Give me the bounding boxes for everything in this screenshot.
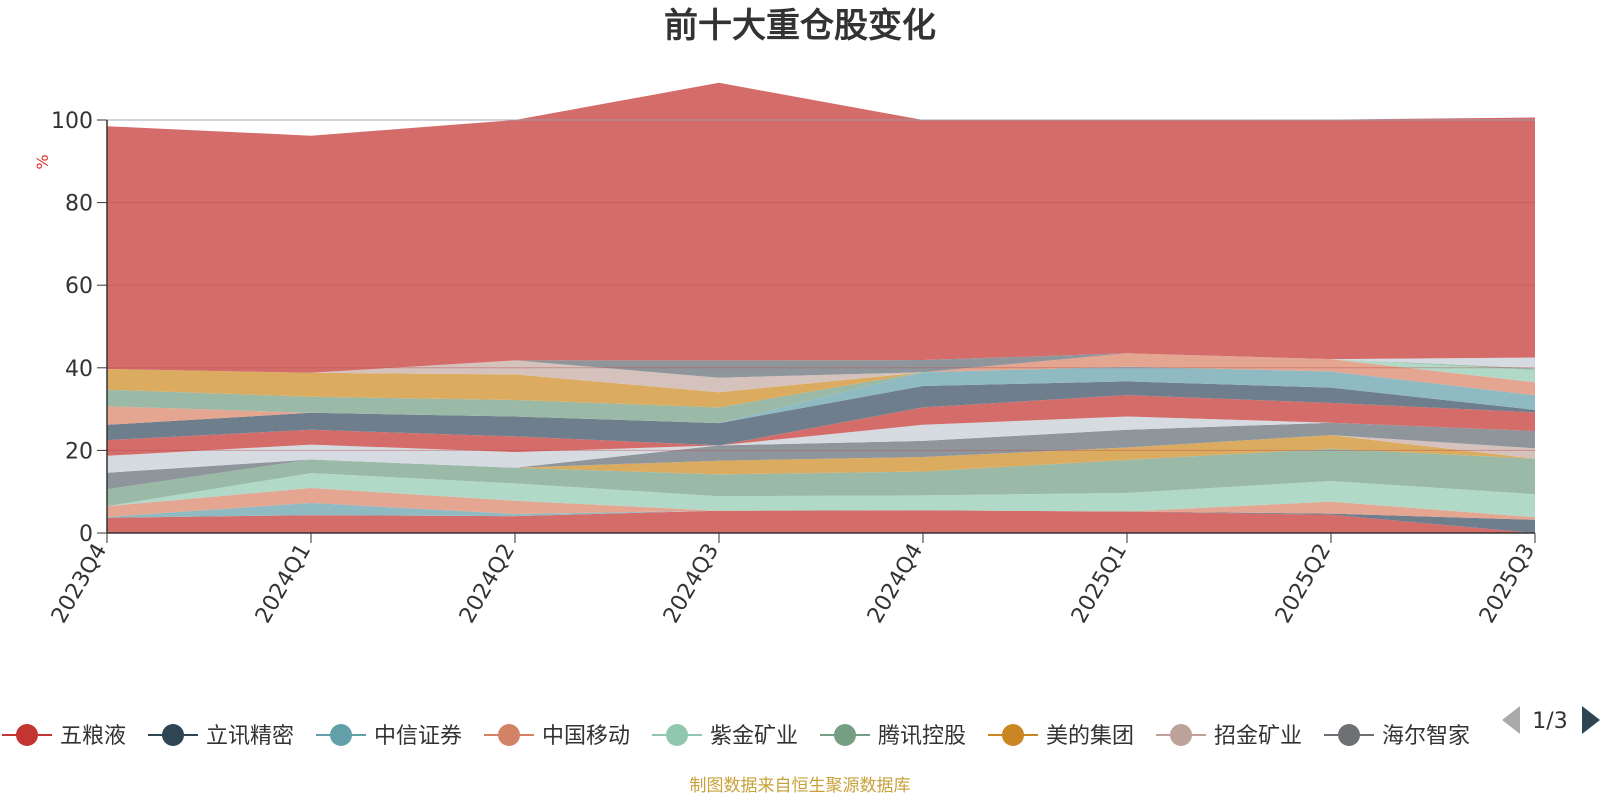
legend-item[interactable]: 五粮液 [2, 724, 126, 749]
area-series-15 [107, 353, 1535, 424]
legend-pager: 1/3 [1502, 706, 1600, 734]
x-tick-label: 2023Q4 [47, 540, 112, 628]
legend-circle-icon [1338, 724, 1360, 746]
legend-label: 五粮液 [60, 724, 126, 749]
area-series-9 [107, 416, 1535, 473]
area-series-12 [107, 366, 1535, 425]
legend-label: 腾讯控股 [878, 724, 966, 749]
y-axis-label: % [33, 154, 52, 169]
y-tick-label: 80 [65, 192, 93, 217]
area-series-20 [107, 82, 1535, 373]
legend-item[interactable]: 腾讯控股 [820, 724, 966, 749]
x-tick-label: 2024Q1 [251, 540, 316, 628]
legend-item[interactable]: 招金矿业 [1156, 724, 1302, 749]
area-series-group [107, 82, 1535, 533]
y-tick-label: 100 [51, 109, 93, 134]
legend-circle-icon [330, 724, 352, 746]
x-tick-label: 2024Q2 [455, 540, 520, 628]
legend-circle-icon [498, 724, 520, 746]
legend-circle-icon [1170, 724, 1192, 746]
area-series-3 [107, 488, 1535, 520]
area-series-17 [107, 353, 1535, 393]
y-tick-label: 0 [79, 522, 93, 547]
x-tick-label: 2025Q3 [1475, 540, 1540, 628]
chart-title: 前十大重仓股变化 [664, 6, 936, 46]
y-tick-label: 60 [65, 274, 93, 299]
legend-label: 紫金矿业 [710, 724, 798, 749]
legend-next-arrow-icon[interactable] [1582, 706, 1600, 734]
grid-lines [107, 119, 1535, 451]
area-series-16 [107, 353, 1535, 408]
area-series-2 [107, 502, 1535, 520]
legend-label: 招金矿业 [1214, 724, 1302, 749]
source-note: 制图数据来自恒生聚源数据库 [689, 776, 911, 796]
x-tick-label: 2024Q3 [659, 540, 724, 628]
area-series-8 [107, 422, 1535, 490]
area-series-10 [107, 395, 1535, 456]
legend-item[interactable]: 中信证券 [316, 724, 462, 749]
legend-label: 立讯精密 [206, 724, 294, 749]
y-tick-label: 40 [65, 357, 93, 382]
area-series-18 [107, 353, 1535, 378]
area-series-11 [107, 381, 1535, 446]
x-tick-label: 2024Q4 [863, 540, 928, 628]
legend-page-label: 1/3 [1532, 709, 1567, 734]
x-tick-label: 2025Q2 [1271, 540, 1336, 628]
area-series-7 [107, 435, 1535, 490]
legend-item[interactable]: 中国移动 [484, 724, 630, 749]
area-series-6 [107, 435, 1535, 490]
area-series-5 [107, 448, 1535, 507]
legend-circle-icon [162, 724, 184, 746]
legend-circle-icon [666, 724, 688, 746]
legend-label: 中信证券 [374, 724, 462, 749]
y-tick-label: 20 [65, 439, 93, 464]
legend-circle-icon [16, 724, 38, 746]
legend-item[interactable]: 立讯精密 [148, 724, 294, 749]
area-series-0 [107, 510, 1535, 533]
area-series-4 [107, 473, 1535, 518]
legend: 五粮液 立讯精密 中信证券 中国移动 紫金矿业 腾讯控股 美的集团 招金矿业 海尔智家 [2, 724, 1470, 749]
legend-prev-arrow-icon[interactable] [1502, 706, 1520, 734]
legend-circle-icon [834, 724, 856, 746]
legend-item[interactable]: 美的集团 [988, 724, 1134, 749]
legend-label: 美的集团 [1046, 724, 1134, 749]
legend-label: 海尔智家 [1382, 724, 1470, 749]
legend-item[interactable]: 海尔智家 [1324, 724, 1470, 749]
legend-item[interactable]: 紫金矿业 [652, 724, 798, 749]
legend-circle-icon [1002, 724, 1024, 746]
legend-label: 中国移动 [542, 724, 630, 749]
x-tick-label: 2025Q1 [1067, 540, 1132, 628]
